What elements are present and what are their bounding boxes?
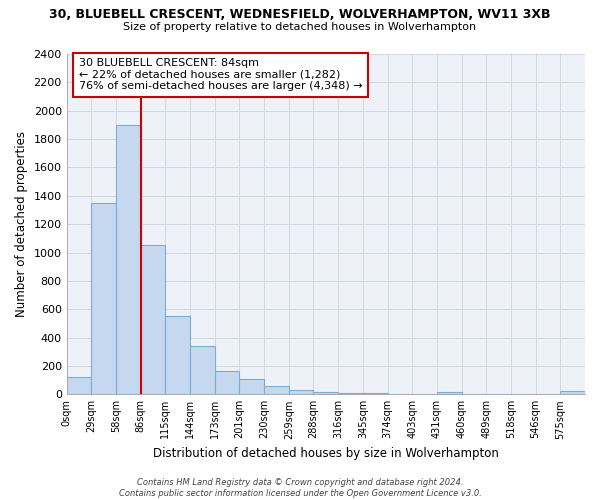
Bar <box>91 203 116 394</box>
Bar <box>560 392 585 394</box>
Bar <box>239 378 264 394</box>
Bar <box>67 376 91 394</box>
Y-axis label: Number of detached properties: Number of detached properties <box>15 131 28 317</box>
Bar <box>437 392 461 394</box>
Bar <box>166 316 190 394</box>
Bar <box>264 386 289 394</box>
Text: 30, BLUEBELL CRESCENT, WEDNESFIELD, WOLVERHAMPTON, WV11 3XB: 30, BLUEBELL CRESCENT, WEDNESFIELD, WOLV… <box>49 8 551 20</box>
X-axis label: Distribution of detached houses by size in Wolverhampton: Distribution of detached houses by size … <box>153 447 499 460</box>
Bar <box>190 346 215 395</box>
Bar <box>338 392 363 394</box>
Bar <box>116 125 141 394</box>
Bar <box>289 390 313 394</box>
Text: 30 BLUEBELL CRESCENT: 84sqm
← 22% of detached houses are smaller (1,282)
76% of : 30 BLUEBELL CRESCENT: 84sqm ← 22% of det… <box>79 58 362 92</box>
Bar <box>313 392 338 394</box>
Bar <box>363 393 388 394</box>
Bar <box>141 246 166 394</box>
Text: Contains HM Land Registry data © Crown copyright and database right 2024.
Contai: Contains HM Land Registry data © Crown c… <box>119 478 481 498</box>
Bar <box>215 371 239 394</box>
Text: Size of property relative to detached houses in Wolverhampton: Size of property relative to detached ho… <box>124 22 476 32</box>
